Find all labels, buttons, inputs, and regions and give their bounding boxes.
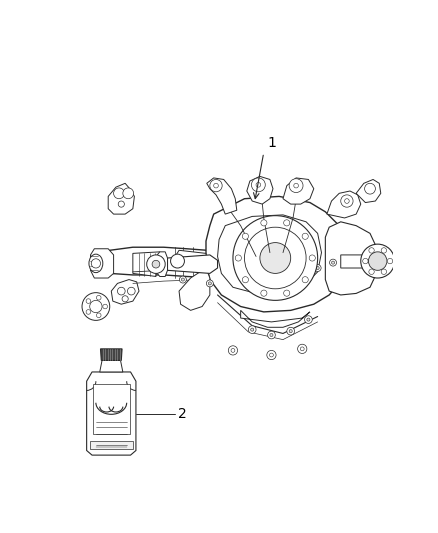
Circle shape <box>91 259 100 268</box>
Circle shape <box>261 290 267 296</box>
Circle shape <box>214 183 218 188</box>
Text: 2: 2 <box>177 407 186 421</box>
Circle shape <box>309 255 315 261</box>
Circle shape <box>316 266 319 270</box>
Circle shape <box>208 282 212 285</box>
Circle shape <box>345 199 349 203</box>
Circle shape <box>361 244 395 278</box>
Circle shape <box>90 301 102 313</box>
Circle shape <box>268 331 276 339</box>
Circle shape <box>251 328 254 331</box>
Circle shape <box>82 293 110 320</box>
Polygon shape <box>156 252 167 277</box>
Circle shape <box>96 295 101 300</box>
Polygon shape <box>175 251 206 270</box>
Circle shape <box>387 259 393 264</box>
Circle shape <box>329 259 336 266</box>
Circle shape <box>206 280 213 287</box>
Circle shape <box>298 344 307 353</box>
Circle shape <box>86 310 91 314</box>
Circle shape <box>307 318 310 321</box>
Circle shape <box>300 347 304 351</box>
Circle shape <box>294 183 298 188</box>
Circle shape <box>248 326 256 334</box>
Polygon shape <box>240 310 310 327</box>
Circle shape <box>302 277 308 283</box>
Circle shape <box>363 259 368 264</box>
Circle shape <box>267 350 276 360</box>
Circle shape <box>381 248 387 253</box>
Polygon shape <box>206 196 345 312</box>
Circle shape <box>96 313 101 318</box>
Circle shape <box>270 334 273 336</box>
Polygon shape <box>327 191 361 218</box>
Circle shape <box>369 248 374 253</box>
Circle shape <box>284 290 290 296</box>
Polygon shape <box>100 360 123 372</box>
Polygon shape <box>133 252 160 277</box>
Polygon shape <box>283 178 314 204</box>
Polygon shape <box>111 280 139 304</box>
Circle shape <box>123 188 134 199</box>
Circle shape <box>242 233 248 239</box>
Circle shape <box>287 327 294 335</box>
Polygon shape <box>108 183 134 214</box>
Polygon shape <box>91 249 113 278</box>
Circle shape <box>260 243 291 273</box>
Polygon shape <box>100 349 122 360</box>
Circle shape <box>289 179 303 192</box>
Circle shape <box>289 329 292 333</box>
Circle shape <box>113 188 124 199</box>
Polygon shape <box>79 130 375 372</box>
Polygon shape <box>93 384 130 433</box>
Circle shape <box>86 299 91 303</box>
Circle shape <box>368 252 387 270</box>
Circle shape <box>369 269 374 274</box>
Circle shape <box>235 255 241 261</box>
Circle shape <box>231 349 235 352</box>
Polygon shape <box>167 255 218 273</box>
Circle shape <box>332 261 335 264</box>
Circle shape <box>284 220 290 226</box>
Circle shape <box>302 233 308 239</box>
Circle shape <box>127 287 135 295</box>
Circle shape <box>181 278 184 281</box>
Polygon shape <box>325 222 375 295</box>
Bar <box>90 441 133 449</box>
Polygon shape <box>87 372 136 455</box>
Circle shape <box>261 220 267 226</box>
Polygon shape <box>218 215 321 294</box>
Circle shape <box>117 287 125 295</box>
Circle shape <box>122 296 128 302</box>
Circle shape <box>341 195 353 207</box>
Circle shape <box>381 269 387 274</box>
Circle shape <box>364 183 375 194</box>
Circle shape <box>251 178 265 192</box>
Circle shape <box>147 255 165 273</box>
Circle shape <box>244 227 306 289</box>
Polygon shape <box>179 268 210 310</box>
Circle shape <box>180 276 186 283</box>
Circle shape <box>228 346 237 355</box>
Circle shape <box>304 316 312 324</box>
Circle shape <box>233 216 318 301</box>
Circle shape <box>152 260 160 268</box>
Ellipse shape <box>89 254 103 273</box>
Circle shape <box>314 264 321 271</box>
Circle shape <box>256 182 261 187</box>
Circle shape <box>269 353 273 357</box>
Circle shape <box>118 201 124 207</box>
Text: 1: 1 <box>268 136 276 150</box>
Polygon shape <box>207 178 237 214</box>
Polygon shape <box>247 176 273 204</box>
Polygon shape <box>341 255 378 268</box>
Circle shape <box>242 277 248 283</box>
Circle shape <box>210 180 222 192</box>
Circle shape <box>103 304 107 309</box>
Polygon shape <box>356 180 381 203</box>
Circle shape <box>170 254 184 268</box>
